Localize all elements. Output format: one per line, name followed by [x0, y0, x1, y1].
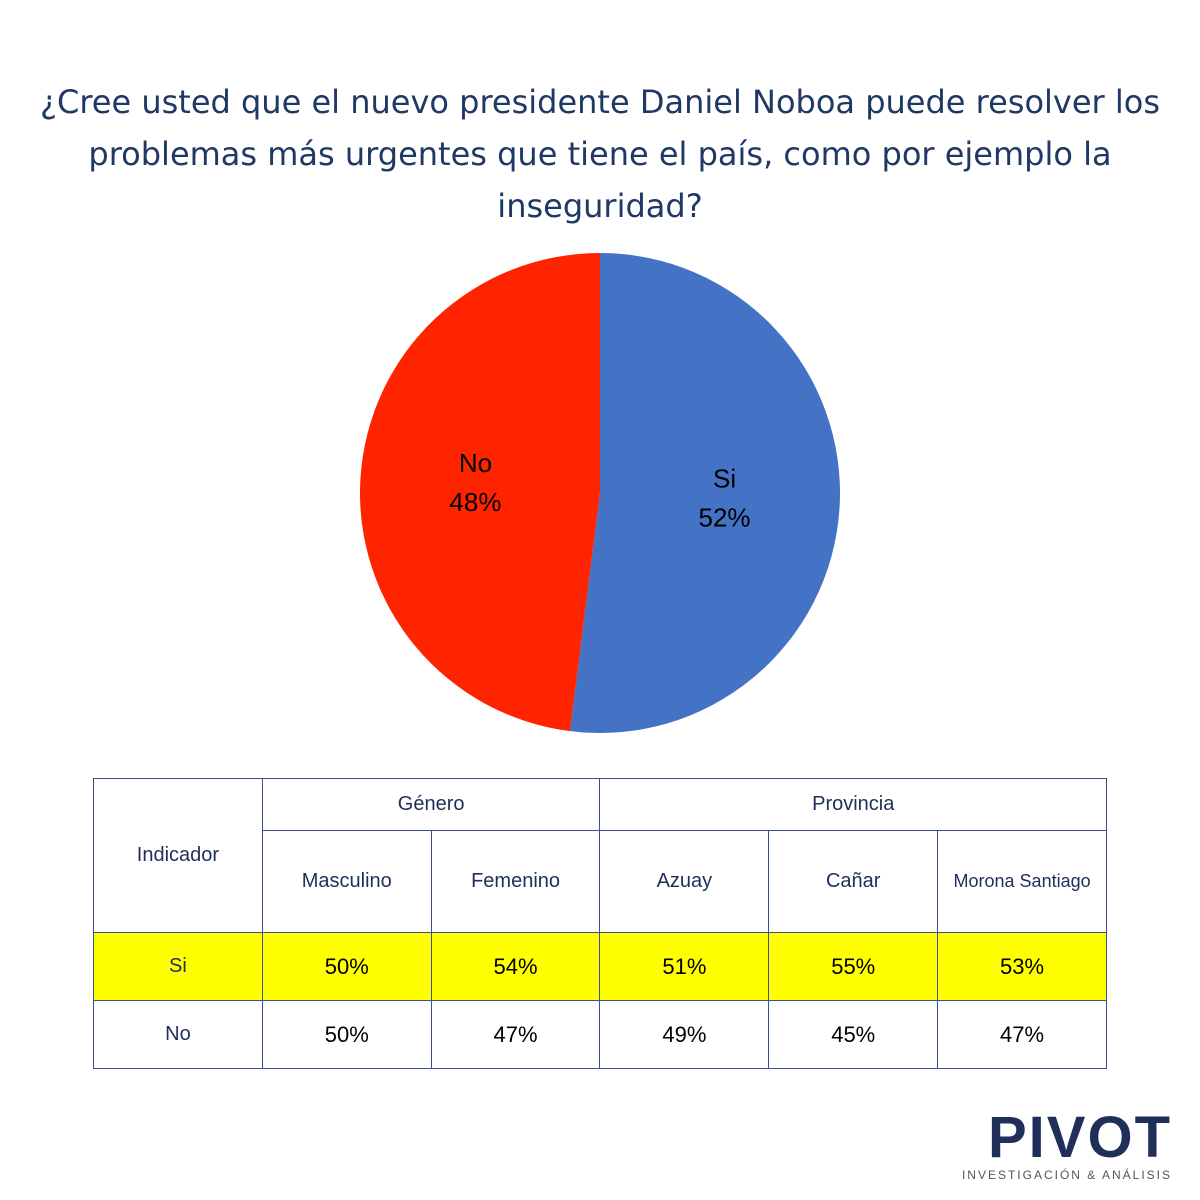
column-header: Masculino: [261, 830, 432, 933]
chart: Si 52% No 48%: [359, 253, 840, 733]
cell: 47%: [430, 1000, 601, 1069]
cell: 50%: [261, 1000, 432, 1069]
value-label: 52%: [699, 503, 751, 533]
cell: 50%: [261, 932, 432, 1001]
row-label: No: [93, 1000, 263, 1069]
cell: 47%: [937, 1000, 1107, 1069]
group-header: Provincia: [599, 778, 1107, 831]
slice-label: Si: [713, 464, 736, 494]
pie-slice: [569, 253, 840, 733]
group-header: Género: [261, 778, 601, 831]
data-table: Indicador Género Provincia Masculino Fem…: [93, 778, 1107, 1069]
row-label: Si: [93, 932, 263, 1001]
cell: 53%: [937, 932, 1107, 1001]
logo-name: PIVOT: [987, 1105, 1172, 1170]
chart-title: ¿Cree usted que el nuevo presidente Dani…: [39, 83, 1161, 225]
logo: PIVOT INVESTIGACIÓN & ANÁLISIS: [961, 1105, 1172, 1183]
value-label: 48%: [449, 487, 501, 517]
pie-slice: [359, 253, 600, 732]
cell: 54%: [430, 932, 601, 1001]
logo-tagline: INVESTIGACIÓN & ANÁLISIS: [961, 1168, 1172, 1182]
cell: 51%: [599, 932, 770, 1001]
header-cell: Indicador: [93, 778, 263, 933]
slice-label: No: [459, 448, 492, 478]
cell: 45%: [768, 1000, 939, 1069]
column-header: Morona Santiago: [937, 830, 1107, 933]
column-header: Femenino: [430, 830, 601, 933]
cell: 49%: [599, 1000, 770, 1069]
cell: 55%: [768, 932, 939, 1001]
column-header: Azuay: [599, 830, 770, 933]
column-header: Cañar: [768, 830, 939, 933]
